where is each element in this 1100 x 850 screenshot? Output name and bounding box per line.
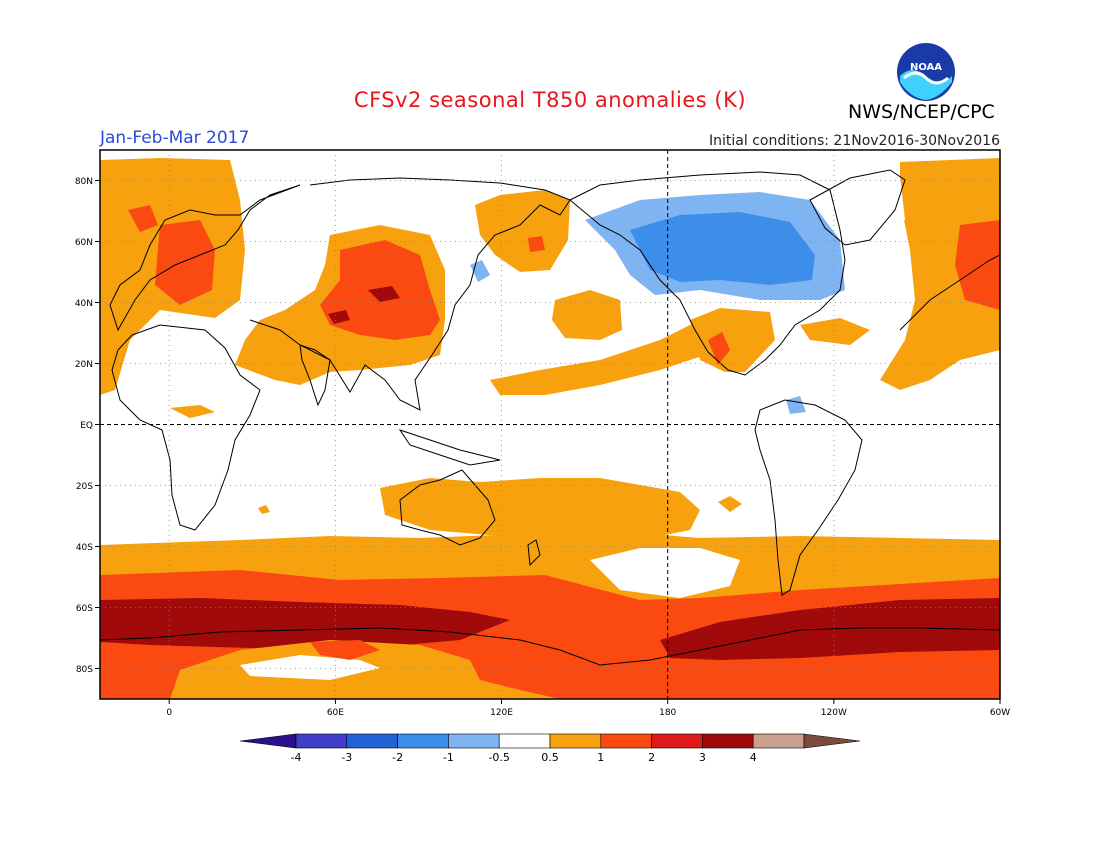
coastline-south-america — [754, 399, 863, 596]
legend-swatch-5 — [549, 733, 602, 749]
lon-tick-label-2: 120E — [490, 708, 513, 718]
legend-swatch-2 — [397, 733, 449, 749]
lon-tick-label-4: 120W — [821, 708, 847, 718]
anomaly-asia-darkred — [368, 286, 400, 302]
color-legend: -4 -3 -2 -1 -0.5 0.5 1 2 3 4 — [239, 733, 861, 764]
anomaly-southern-indian-orange — [258, 505, 270, 514]
anomaly-north-atlantic-white-strip — [820, 175, 905, 230]
coastlines — [100, 169, 1000, 666]
legend-swatch-6 — [600, 733, 652, 749]
noaa-logo: NOAA — [897, 43, 955, 101]
anomaly-north-atlantic-orange-east — [880, 158, 1000, 390]
coastline-antarctica — [100, 627, 1000, 666]
anomaly-south-atlantic-orange — [718, 496, 742, 512]
lat-tick-label-7: 60S — [76, 604, 93, 614]
agency-label: NWS/NCEP/CPC — [848, 101, 995, 123]
coastline-europe — [109, 184, 301, 332]
legend-label-1: -3 — [341, 751, 352, 764]
anomaly-southern-white-pocket — [590, 548, 740, 598]
anomaly-europe-red-small — [128, 205, 158, 232]
anomaly-pacific-orange-blob — [552, 290, 622, 340]
anomaly-bering-orange — [475, 190, 570, 272]
coastline-africa — [111, 324, 261, 531]
legend-label-5: 0.5 — [541, 751, 559, 764]
anomaly-mexico-orange — [690, 308, 775, 372]
anomaly-mexico-red — [708, 332, 730, 365]
anomaly-edge-red-west — [100, 690, 160, 699]
anomaly-north-america-blue — [630, 212, 815, 285]
legend-arrow-high — [803, 733, 861, 749]
legend-label-8: 3 — [699, 751, 706, 764]
legend-swatch-7 — [651, 733, 703, 749]
lat-tick-label-0: 80N — [75, 177, 93, 187]
anomaly-africa-orange-strip — [170, 405, 215, 418]
lat-tick-label-5: 20S — [76, 482, 93, 492]
anomaly-antarctic-red-spot — [310, 640, 380, 660]
legend-swatch-3 — [448, 733, 500, 749]
legend-swatch-1 — [346, 733, 398, 749]
anomaly-central-pacific-orange — [490, 320, 720, 395]
axis-ticks: 80N 60N 40N 20N EQ 20S 40S 60S 80S 0 60E 120E 180 120… — [75, 177, 1010, 718]
anomaly-bering-red — [528, 236, 545, 252]
anomaly-band-polar-darkred-west — [100, 598, 510, 650]
initial-conditions-label: Initial conditions: 21Nov2016-30Nov2016 — [709, 133, 1000, 149]
legend-swatch-4 — [498, 733, 551, 749]
coastline-greenland — [809, 169, 906, 246]
lat-tick-label-4: EQ — [80, 421, 93, 431]
lat-tick-label-8: 80S — [76, 665, 93, 675]
coastline-new-zealand — [527, 539, 541, 567]
lon-tick-label-5: 60W — [990, 708, 1010, 718]
legend-swatch-0 — [295, 733, 348, 749]
chart-title: CFSv2 seasonal T850 anomalies (K) — [353, 88, 747, 112]
legend-arrow-low — [239, 733, 297, 749]
anomaly-europe-red-east — [955, 220, 1000, 310]
anomaly-asia-darkred-2 — [328, 310, 350, 324]
legend-label-3: -1 — [443, 751, 454, 764]
coastline-india — [299, 344, 331, 407]
gridlines — [100, 150, 1000, 699]
anomaly-edge-red — [765, 680, 1000, 699]
legend-label-9: 4 — [750, 751, 757, 764]
anomaly-atlantic-tropical-orange — [800, 318, 870, 345]
legend-label-4: -0.5 — [488, 751, 509, 764]
lat-tick-label-2: 40N — [75, 299, 93, 309]
legend-label-2: -2 — [392, 751, 403, 764]
legend-swatch-9 — [752, 733, 805, 749]
coastline-north-america — [569, 171, 846, 376]
lon-tick-label-3: 180 — [659, 708, 676, 718]
coastline-australia — [399, 469, 496, 546]
legend-swatch-8 — [702, 733, 754, 749]
period-label: Jan-Feb-Mar 2017 — [100, 128, 250, 148]
legend-label-7: 2 — [648, 751, 655, 764]
coastline-europe-east — [899, 254, 1000, 331]
coastline-indonesia — [398, 429, 501, 466]
anomaly-antarctic-white — [240, 655, 380, 680]
legend-label-6: 1 — [597, 751, 604, 764]
lat-tick-label-3: 20N — [75, 360, 93, 370]
coastline-asia — [249, 177, 571, 411]
lat-tick-label-1: 60N — [75, 238, 93, 248]
logo-text: NOAA — [910, 62, 942, 73]
lon-tick-label-1: 60E — [327, 708, 344, 718]
lon-tick-label-0: 0 — [166, 708, 172, 718]
anomaly-south-pacific-orange — [380, 478, 700, 540]
legend-label-0: -4 — [291, 751, 302, 764]
lat-tick-label-6: 40S — [76, 543, 93, 553]
